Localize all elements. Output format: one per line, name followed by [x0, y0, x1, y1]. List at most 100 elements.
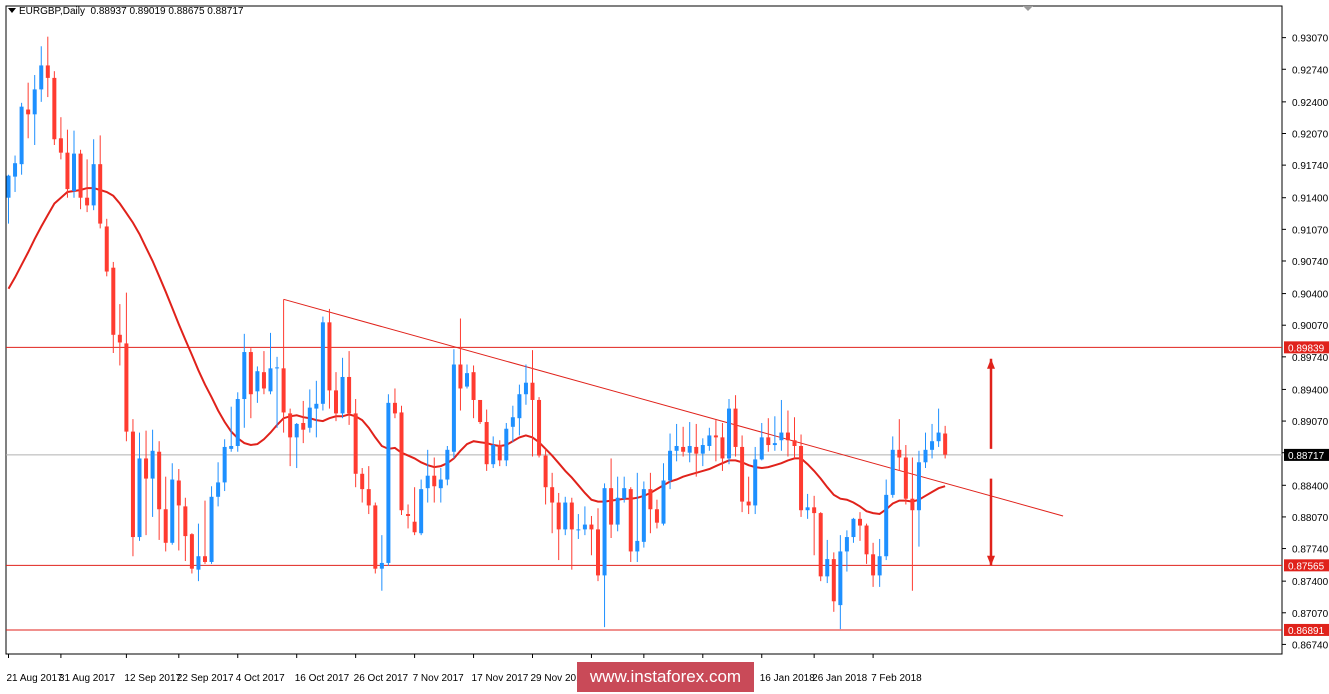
- arrows-layer: [987, 358, 995, 566]
- candle-body: [537, 399, 542, 456]
- candle: [674, 423, 679, 462]
- candle: [85, 159, 90, 213]
- candle: [229, 406, 234, 452]
- candle-body: [707, 435, 712, 446]
- candle: [32, 75, 37, 145]
- candle-body: [727, 408, 731, 459]
- candle-body: [229, 445, 234, 449]
- dropdown-triangle-icon[interactable]: [8, 8, 16, 13]
- candle-body: [91, 164, 96, 206]
- candle-body: [943, 433, 948, 455]
- level-price-label: 0.86891: [1284, 623, 1329, 637]
- candle: [458, 318, 463, 411]
- candle: [648, 472, 653, 534]
- candle-body: [478, 399, 483, 423]
- candle: [281, 299, 286, 433]
- candle: [288, 408, 293, 467]
- candle-body: [301, 422, 306, 430]
- candle: [871, 542, 876, 587]
- candle-body: [255, 371, 260, 392]
- candle-body: [517, 394, 522, 419]
- candle-body: [386, 402, 391, 563]
- candle: [412, 487, 417, 536]
- candle-body: [117, 334, 122, 343]
- candle: [471, 365, 476, 419]
- candle-body: [451, 364, 456, 452]
- candle: [576, 514, 581, 539]
- candle-body: [668, 450, 673, 481]
- candle-body: [445, 449, 450, 480]
- candle: [13, 155, 18, 192]
- candle-body: [85, 197, 90, 206]
- candle-body: [772, 443, 777, 446]
- candle: [491, 436, 496, 469]
- candle-body: [124, 343, 129, 432]
- candle-body: [923, 449, 928, 463]
- candle-body: [163, 509, 168, 543]
- candle-body: [844, 537, 849, 552]
- candle: [275, 356, 280, 428]
- candle-body: [52, 77, 57, 140]
- candle-body: [930, 441, 935, 450]
- candle: [19, 102, 24, 175]
- symbol-info: EURGBP,Daily 0.88937 0.89019 0.88675 0.8…: [8, 6, 243, 17]
- candle-body: [510, 417, 515, 427]
- candle-body: [189, 534, 194, 569]
- candle-body: [242, 352, 247, 400]
- arrow-head-icon: [987, 555, 995, 566]
- candle: [818, 512, 823, 582]
- x-tick-label: 16 Oct 2017: [295, 673, 350, 684]
- y-tick-label: 0.92400: [1292, 98, 1329, 109]
- candle-body: [39, 65, 44, 90]
- candle-body: [458, 364, 463, 389]
- candle-body: [144, 458, 149, 479]
- candle: [792, 417, 797, 459]
- candle: [740, 435, 745, 513]
- candle: [438, 468, 443, 503]
- y-tick-label: 0.90740: [1292, 257, 1329, 268]
- candle-body: [871, 554, 876, 576]
- candle-body: [65, 152, 70, 190]
- level-price-box: [1284, 341, 1329, 354]
- candle-body: [222, 446, 227, 483]
- candle-body: [556, 502, 561, 530]
- candle: [478, 399, 483, 424]
- candle: [222, 439, 227, 492]
- x-tick-label: 29 Nov 2017: [531, 673, 588, 684]
- candle-body: [759, 437, 764, 460]
- candle: [858, 512, 862, 541]
- candle-body: [32, 89, 37, 115]
- candle-body: [98, 164, 103, 224]
- x-tick-label: 16 Jan 2018: [760, 673, 815, 684]
- x-tick-label: 22 Sep 2017: [177, 673, 234, 684]
- candle: [903, 445, 908, 505]
- candle: [399, 405, 404, 516]
- level-price-text: 0.87565: [1288, 561, 1325, 572]
- arrow-head-icon: [987, 358, 995, 369]
- scroll-marker-icon[interactable]: [1023, 6, 1033, 11]
- candle: [720, 422, 725, 471]
- candle-body: [622, 488, 627, 499]
- current-price-text: 0.88717: [1288, 451, 1325, 462]
- y-tick-label: 0.87400: [1292, 577, 1329, 588]
- candle-body: [576, 529, 581, 531]
- candle-body: [327, 322, 332, 391]
- candle-body: [543, 455, 548, 488]
- candle: [320, 316, 325, 411]
- candle: [406, 504, 411, 529]
- candle: [687, 422, 692, 463]
- candle: [825, 539, 830, 584]
- direction-arrow: [987, 358, 995, 449]
- candle-body: [700, 445, 705, 454]
- candle: [189, 533, 194, 574]
- candle: [314, 380, 319, 438]
- candle: [170, 463, 175, 545]
- candle-body: [589, 524, 594, 530]
- candle: [523, 364, 528, 405]
- candle: [753, 446, 758, 515]
- candle: [569, 497, 574, 570]
- candle-body: [425, 475, 430, 489]
- x-tick-label: 26 Jan 2018: [812, 673, 867, 684]
- candle-body: [111, 267, 116, 335]
